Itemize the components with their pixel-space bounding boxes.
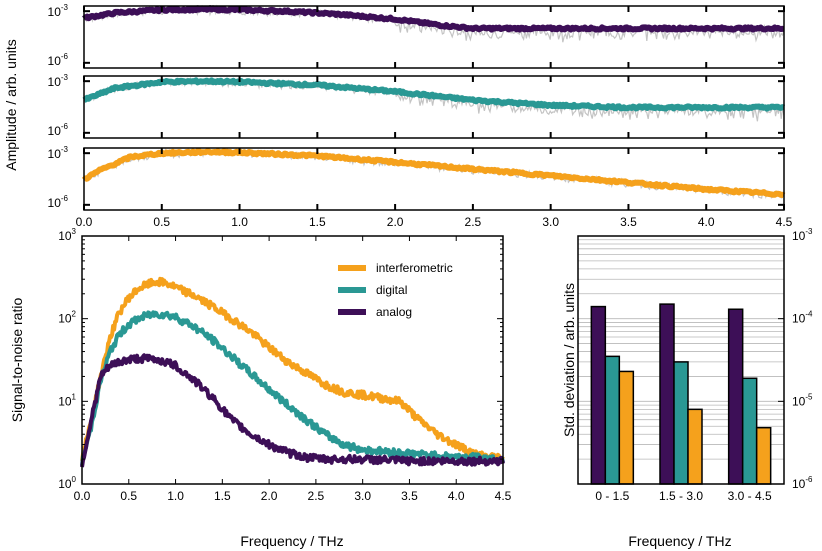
amplitude-panels: 10-3 10-6 10-3 10-6 10-3 10-6 0.0 0.5 1.0 1.5 2.0 2…	[48, 3, 793, 229]
bar-interferometric	[755, 426, 772, 485]
amplitude-panel-interferometric: 10-3 10-6	[48, 145, 786, 211]
x-tick-label: 1.0	[167, 489, 184, 503]
x-tick-label: 2.0	[261, 489, 278, 503]
y-tick-label: 10-6	[48, 52, 69, 68]
std-chart: 0 - 1.5 1.5 - 3.0 3.0 - 4.5 10-3 10-4 10-5 10-…	[577, 227, 813, 503]
snr-xlabel: Frequency / THz	[240, 533, 343, 549]
y-tick-label: 102	[58, 310, 76, 326]
legend-label-digital: digital	[376, 283, 407, 297]
y-tick-label: 10-3	[48, 3, 69, 19]
y-tick-label: 10-6	[48, 194, 69, 210]
y-tick-label: 100	[58, 475, 76, 491]
x-tick-label: 1.5 - 3.0	[659, 489, 703, 503]
x-tick-label: 3.5	[401, 489, 418, 503]
snr-chart: 100 101 102 103 0.0 0.5 1.0 1.5 2.0 2.5 3.0 3.5 4.0 4…	[58, 227, 511, 503]
legend-label-analog: analog	[376, 305, 412, 319]
bar-analog	[659, 303, 675, 485]
x-tick-label: 2.5	[308, 489, 325, 503]
amplitude-panel-digital: 10-3 10-6	[48, 73, 786, 139]
x-tick-label: 4.5	[495, 489, 512, 503]
amplitude-panel-frame	[83, 75, 785, 139]
amplitude-trace-digital	[82, 77, 786, 112]
amplitude-noise-trace	[83, 76, 785, 122]
x-tick-label: 4.0	[448, 489, 465, 503]
snr-ylabel: Signal-to-noise ratio	[9, 298, 25, 423]
bar-interferometric	[618, 370, 635, 485]
x-tick-label: 3.0	[354, 489, 371, 503]
bar-analog	[590, 305, 607, 485]
x-tick-label: 0.0	[74, 489, 91, 503]
x-tick-label: 1.5	[309, 215, 326, 229]
x-tick-label: 1.0	[231, 215, 248, 229]
snr-frame	[81, 235, 504, 485]
x-tick-label: 3.5	[620, 215, 637, 229]
y-tick-label: 10-6	[48, 122, 69, 138]
x-tick-label: 1.5	[214, 489, 231, 503]
y-tick-label: 10-5	[792, 392, 813, 408]
y-tick-label: 10-3	[792, 227, 813, 243]
x-tick-label: 4.5	[776, 215, 793, 229]
bar-analog	[727, 308, 744, 485]
bar-digital	[604, 355, 621, 485]
std-ylabel: Std. deviation / arb. units	[561, 283, 577, 437]
x-tick-label: 0.0	[76, 215, 93, 229]
snr-line-interferometric	[80, 276, 505, 464]
amplitude-trace-interferometric	[81, 148, 786, 199]
y-tick-label: 10-3	[48, 145, 69, 161]
bar-digital	[741, 377, 758, 485]
amplitude-trace-analog	[82, 5, 786, 33]
x-tick-label: 0 - 1.5	[595, 489, 629, 503]
x-tick-label: 0.5	[120, 489, 137, 503]
amplitude-noise-trace	[83, 148, 785, 200]
snr-line-digital	[80, 310, 505, 466]
y-tick-label: 10-3	[48, 73, 69, 89]
snr-line-analog	[80, 353, 505, 468]
bar-digital	[673, 361, 689, 485]
x-tick-label: 2.0	[387, 215, 404, 229]
x-tick-label: 4.0	[698, 215, 715, 229]
x-tick-label: 2.5	[465, 215, 482, 229]
std-frame	[577, 235, 785, 485]
amplitude-ylabel: Amplitude / arb. units	[3, 39, 19, 171]
bar-interferometric	[687, 408, 703, 485]
y-tick-label: 10-4	[792, 310, 813, 326]
amplitude-panel-frame	[83, 147, 785, 211]
x-tick-label: 0.5	[153, 215, 170, 229]
y-tick-label: 10-6	[792, 475, 813, 491]
x-tick-label: 3.0 - 4.5	[728, 489, 772, 503]
std-xlabel: Frequency / THz	[628, 533, 731, 549]
amplitude-panel-analog: 10-3 10-6	[48, 3, 786, 69]
amplitude-panel-frame	[83, 5, 785, 69]
legend-label-interferometric: interferometric	[376, 261, 453, 275]
y-tick-label: 103	[58, 227, 76, 243]
y-tick-label: 101	[58, 392, 76, 408]
x-tick-label: 3.0	[542, 215, 559, 229]
